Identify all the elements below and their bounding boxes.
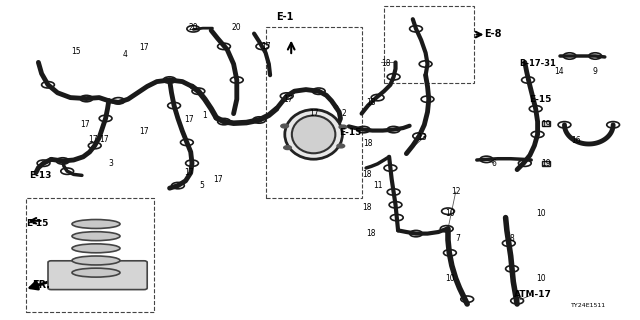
Text: 7: 7 xyxy=(455,234,460,243)
Circle shape xyxy=(339,125,347,129)
Text: 17: 17 xyxy=(80,120,90,129)
Text: 16: 16 xyxy=(571,136,581,145)
Text: 14: 14 xyxy=(554,68,564,76)
Text: 2: 2 xyxy=(342,109,347,118)
Text: 1: 1 xyxy=(202,111,207,120)
Ellipse shape xyxy=(72,220,120,228)
Text: 8: 8 xyxy=(509,234,515,243)
Text: E-1: E-1 xyxy=(276,12,294,22)
Text: 17: 17 xyxy=(184,168,194,177)
Text: 18: 18 xyxy=(367,98,376,107)
Text: 5: 5 xyxy=(199,181,204,190)
Text: 6: 6 xyxy=(492,159,497,168)
Text: 10: 10 xyxy=(445,209,455,218)
Text: E-13: E-13 xyxy=(29,171,51,180)
Ellipse shape xyxy=(72,232,120,241)
Text: 17: 17 xyxy=(99,135,109,144)
Text: 10: 10 xyxy=(445,274,455,283)
Text: 17: 17 xyxy=(260,42,271,51)
Text: TY24E1511: TY24E1511 xyxy=(572,303,606,308)
Ellipse shape xyxy=(292,116,335,153)
Text: 18: 18 xyxy=(381,60,390,68)
Text: 4: 4 xyxy=(122,50,127,59)
Text: FR.: FR. xyxy=(33,280,51,290)
Ellipse shape xyxy=(72,268,120,277)
Text: 12: 12 xyxy=(451,188,460,196)
Bar xyxy=(384,6,474,83)
Ellipse shape xyxy=(285,109,342,159)
Text: 17: 17 xyxy=(139,127,149,136)
Text: 17: 17 xyxy=(308,109,319,118)
Text: 18: 18 xyxy=(364,140,372,148)
Text: 17: 17 xyxy=(88,135,98,144)
Text: 19: 19 xyxy=(541,120,551,129)
Text: E-15: E-15 xyxy=(530,95,552,104)
Text: 17: 17 xyxy=(212,175,223,184)
Text: 18: 18 xyxy=(362,170,371,179)
Text: 17: 17 xyxy=(139,44,149,52)
Text: 15: 15 xyxy=(70,47,81,56)
Ellipse shape xyxy=(72,244,120,253)
Text: 20: 20 xyxy=(232,23,242,32)
Text: 3: 3 xyxy=(108,159,113,168)
Bar xyxy=(26,198,154,312)
Circle shape xyxy=(337,144,345,148)
Text: 10: 10 xyxy=(536,274,546,283)
Bar xyxy=(542,121,550,126)
Bar xyxy=(542,161,550,166)
Text: B-17-31: B-17-31 xyxy=(519,60,556,68)
FancyBboxPatch shape xyxy=(48,261,147,290)
Text: 20: 20 xyxy=(188,23,198,32)
Text: 11: 11 xyxy=(373,181,382,190)
Text: E-8: E-8 xyxy=(484,28,502,39)
Text: ATM-17: ATM-17 xyxy=(514,290,552,299)
Text: 10: 10 xyxy=(536,209,546,218)
Text: E-15: E-15 xyxy=(340,128,362,137)
Text: 13: 13 xyxy=(417,133,428,142)
Text: 17: 17 xyxy=(283,95,293,104)
Text: 18: 18 xyxy=(362,204,371,212)
Text: 18: 18 xyxy=(367,229,376,238)
Text: 17: 17 xyxy=(184,116,194,124)
Text: 9: 9 xyxy=(593,68,598,76)
Bar xyxy=(266,27,362,198)
Circle shape xyxy=(281,124,289,128)
Circle shape xyxy=(284,146,291,149)
Ellipse shape xyxy=(72,256,120,265)
Text: 19: 19 xyxy=(541,159,551,168)
Text: E-15: E-15 xyxy=(26,220,48,228)
